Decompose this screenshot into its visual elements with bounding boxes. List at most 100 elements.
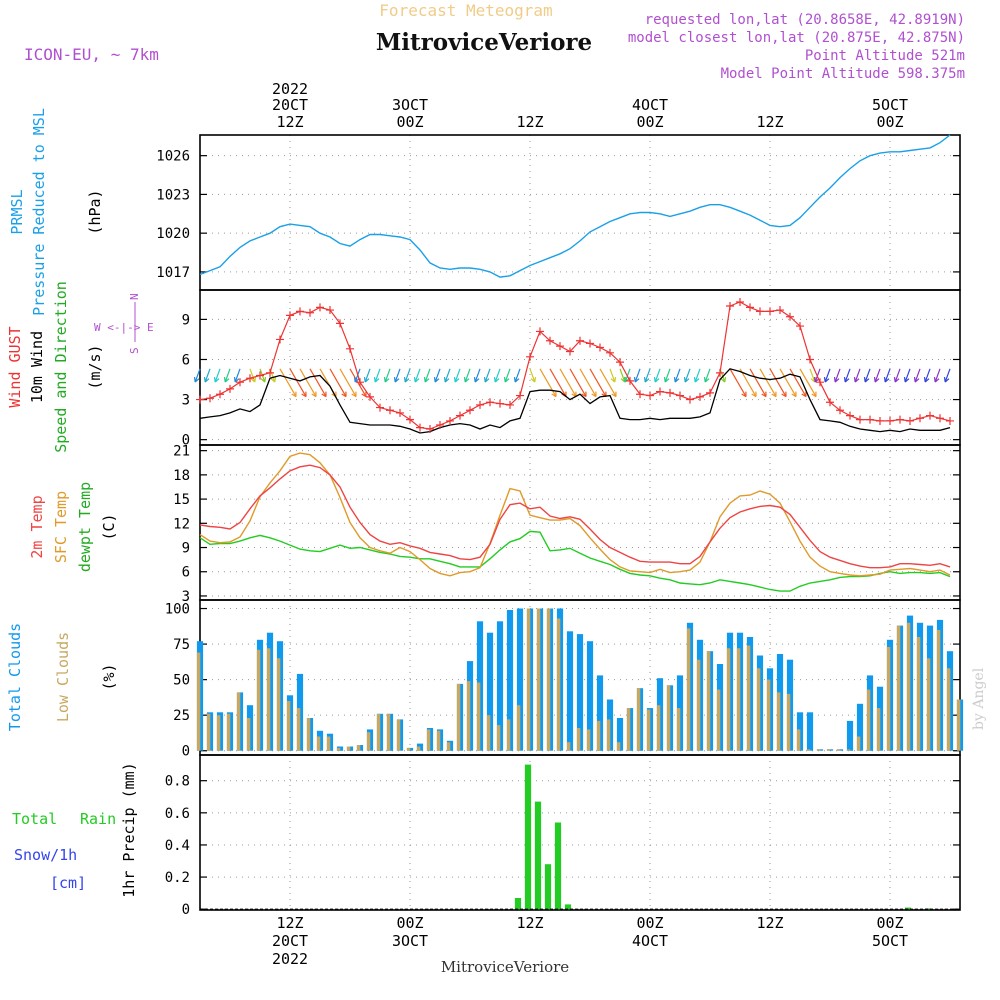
wind-arrow [914,368,921,383]
low-cloud-bar [596,720,601,751]
gust-marker [676,391,684,400]
wind-arrow [279,368,297,397]
total-cloud-bar [616,718,624,751]
low-cloud-bar [266,648,271,751]
low-cloud-bar [866,689,871,751]
y-tick-label: 18 [173,468,190,484]
low-cloud-bar [876,708,881,751]
low-cloud-bar [476,682,481,751]
low-cloud-bar [726,648,731,751]
pressure-unit: (hPa) [86,189,104,234]
cloud-unit: (%) [100,663,118,690]
gust-marker [766,307,774,316]
low-cloud-bar [376,713,381,751]
gust-marker [736,298,744,307]
low-cloud-bar [326,736,331,751]
top-axis-date: 3OCT [392,96,428,114]
wind-arrow [654,368,661,383]
wind-arrow [539,368,557,397]
wind-arrow-head [634,378,640,383]
low-cloud-bar [906,622,911,751]
low-cloud-bar [886,646,891,751]
gust-marker [916,414,924,423]
low-cloud-bar [716,689,721,751]
total-cloud-bar [806,712,814,751]
low-cloud-bar [286,701,291,751]
precip-label-cm: [cm] [50,874,86,892]
rain-bar [534,801,542,910]
gust-marker [626,376,634,385]
temp-label-sfc: SFC Temp [52,491,70,563]
wind-arrow-head [354,378,360,383]
closest-label: model closest lon,lat (20.875E, 42.875N) [628,30,965,46]
gust-marker [226,384,234,393]
wind-arrow-head [270,378,276,383]
wind-arrow [934,368,941,383]
low-cloud-bar [386,713,391,751]
wind-arrow-head [254,377,257,383]
wind-arrow-head [203,377,206,383]
gust-marker [576,336,584,345]
gust-marker [256,371,264,380]
gust-marker [646,391,654,400]
gust-marker [716,368,724,377]
wind-arrow-head [233,377,236,383]
wind-arrow-head [771,393,777,398]
compass-south: S [128,347,141,354]
gust-marker [546,336,554,345]
wind-arrow-head [801,393,807,398]
wind-arrow-head [444,378,450,383]
model-altitude-label: Model Point Altitude 598.375m [721,66,965,82]
compass-north: N [128,293,141,300]
wind-arrow-head [943,377,946,383]
gust-marker [846,411,854,420]
y-tick-label: 21 [173,444,190,460]
wind-arrow-head [791,393,797,398]
bottom-axis-hour: 12Z [276,914,303,932]
wind-arrow-head [914,378,920,383]
wind-arrow-head [884,378,890,383]
wind-arrow-head [844,378,850,383]
gust-marker [726,302,734,311]
low-cloud-bar [406,747,411,751]
wind-arrow [474,368,481,383]
wind-arrow-head [193,377,196,383]
wind-arrow-head [443,377,446,383]
wind-arrow-head [610,378,616,383]
wind-arrow-head [944,378,950,383]
wind-arrow [844,368,851,383]
low-cloud-bar [846,749,851,751]
low-cloud-bar [926,658,931,751]
wind-arrow [599,368,617,397]
y-tick-label: 15 [173,492,190,508]
wind-arrow [834,368,841,383]
gust-marker [236,378,244,387]
wind-arrow-head [551,393,557,398]
bottom-axis-hour: 00Z [396,914,423,932]
wind-arrow [384,368,391,383]
gust-marker [796,322,804,331]
gust-marker [436,420,444,429]
gust-marker [426,424,434,433]
gust-marker [326,306,334,315]
wind-arrow-head [620,378,626,383]
wind-arrow-head [633,377,636,383]
gust-marker [206,394,214,403]
low-cloud-bar [256,649,261,751]
gust-marker [366,392,374,401]
wind-unit: (m/s) [86,344,104,389]
y-tick-label: 0 [182,433,190,449]
wind-arrow-head [873,377,876,383]
y-tick-label: 50 [173,673,190,689]
low-cloud-bar [686,628,691,751]
low-cloud-bar [226,713,231,751]
gust-marker [836,406,844,415]
wind-arrow-head [403,377,406,383]
total-cloud-bar [516,608,524,751]
low-cloud-bar [196,652,201,751]
gust-marker [586,339,594,348]
total-cloud-bar [486,632,494,751]
wind-arrow-head [194,378,200,383]
temp-label-2m: 2m Temp [28,495,46,558]
